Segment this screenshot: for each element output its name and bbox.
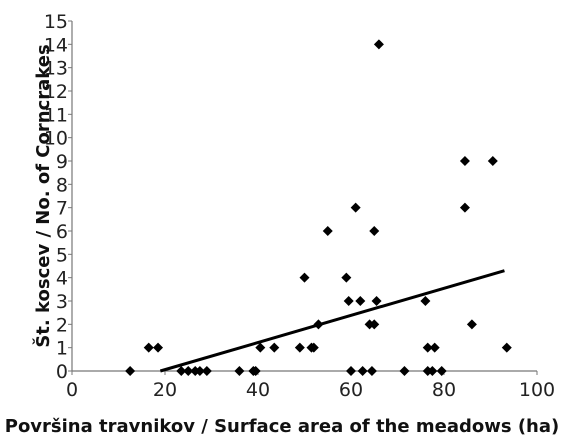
data-point xyxy=(294,342,305,353)
y-tick-label: 7 xyxy=(56,198,68,220)
data-point xyxy=(176,366,187,376)
y-tick-label: 6 xyxy=(56,221,68,243)
data-point xyxy=(357,366,368,376)
y-tick-label: 2 xyxy=(56,314,68,336)
data-point xyxy=(201,366,212,376)
data-point xyxy=(373,39,384,50)
data-point xyxy=(194,366,205,376)
x-tick-label: 100 xyxy=(519,379,555,401)
trend-line xyxy=(159,269,505,373)
data-point xyxy=(420,296,431,306)
axes xyxy=(71,21,537,372)
data-point xyxy=(153,342,164,353)
data-point xyxy=(313,319,324,330)
trend-line-group xyxy=(159,269,505,373)
data-point xyxy=(308,342,319,353)
data-point xyxy=(501,342,512,353)
y-tick-label: 4 xyxy=(56,268,68,290)
data-point xyxy=(343,296,354,306)
data-point xyxy=(459,202,470,213)
y-tick-label: 14 xyxy=(44,34,68,56)
data-point xyxy=(143,342,154,353)
x-tick-label: 0 xyxy=(66,379,78,401)
data-point xyxy=(436,366,447,376)
data-point xyxy=(125,366,136,376)
data-point xyxy=(422,342,433,353)
data-point xyxy=(399,366,410,376)
data-point xyxy=(234,366,245,376)
y-tick-label: 10 xyxy=(44,128,68,150)
data-point xyxy=(487,156,498,166)
data-point xyxy=(346,366,356,376)
y-tick-label: 13 xyxy=(44,58,68,80)
x-tick-label: 40 xyxy=(246,379,270,401)
y-tick-label: 0 xyxy=(56,361,68,383)
y-tick-label: 12 xyxy=(44,81,68,103)
y-axis-title: Št. koscev / No. of Corncrakes xyxy=(32,44,54,347)
data-point xyxy=(369,319,380,330)
data-point xyxy=(466,319,477,330)
data-points xyxy=(125,39,512,376)
data-point xyxy=(366,366,377,376)
x-tick-label: 20 xyxy=(153,379,177,401)
data-point xyxy=(269,342,280,353)
y-tick-label: 3 xyxy=(56,291,68,313)
y-tick-label: 1 xyxy=(56,338,68,360)
data-point xyxy=(369,226,380,236)
data-point xyxy=(350,202,361,213)
data-point xyxy=(371,296,382,306)
data-point xyxy=(341,272,352,283)
data-point xyxy=(250,366,261,376)
data-point xyxy=(355,296,366,306)
y-tick-label: 8 xyxy=(56,174,68,196)
data-point xyxy=(427,366,438,376)
data-point xyxy=(322,226,333,236)
data-point xyxy=(299,272,310,283)
x-axis-title: Površina travnikov / Surface area of the… xyxy=(5,416,559,437)
y-tick-label: 9 xyxy=(56,151,68,173)
data-point xyxy=(183,366,194,376)
y-tick-label: 5 xyxy=(56,244,68,266)
data-point xyxy=(459,156,470,166)
y-tick-label: 11 xyxy=(44,104,68,126)
data-point xyxy=(429,342,440,353)
x-tick-labels: 0 20 40 60 80 100 xyxy=(66,371,555,401)
x-tick-label: 80 xyxy=(432,379,456,401)
x-tick-label: 60 xyxy=(339,379,363,401)
y-tick-label: 15 xyxy=(44,11,68,33)
data-point xyxy=(255,342,266,353)
